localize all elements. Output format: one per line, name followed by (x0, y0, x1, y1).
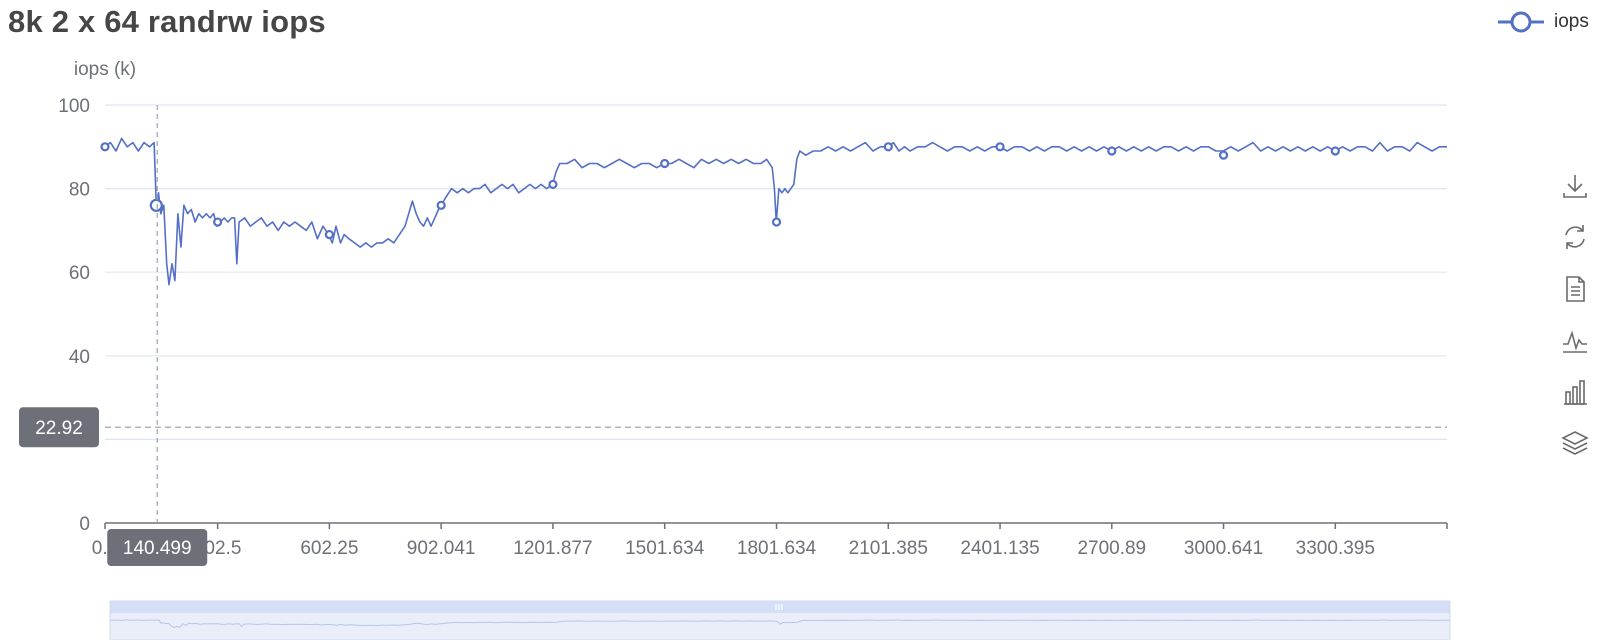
data-point-marker[interactable] (1330, 146, 1340, 156)
datazoom-preview-line (109, 619, 1450, 629)
data-point-marker[interactable] (883, 142, 893, 152)
data-point-marker[interactable] (771, 217, 782, 227)
legend-label: iops (1554, 11, 1589, 32)
x-tick-label: 2401.135 (960, 538, 1039, 559)
crosshair-x-label: 140.499 (123, 538, 192, 559)
x-tick-label: 3300.395 (1296, 538, 1375, 559)
x-tick-label: 1201.877 (513, 538, 592, 559)
x-tick-label: 1801.634 (737, 538, 817, 559)
line-chart-icon[interactable] (1560, 325, 1590, 355)
y-tick-label: 0 (79, 514, 90, 535)
x-tick-label: 2700.89 (1077, 538, 1146, 559)
data-point-marker[interactable] (660, 158, 670, 169)
refresh-icon[interactable] (1560, 222, 1590, 252)
legend-line-circle-icon (1498, 11, 1544, 33)
chart-title: 8k 2 x 64 randrw iops (8, 4, 326, 39)
bar-chart-icon[interactable] (1560, 377, 1590, 407)
x-tick-label: 2101.385 (849, 538, 928, 559)
data-point-marker[interactable] (149, 198, 163, 212)
data-point-marker[interactable] (995, 142, 1005, 152)
series-line-iops[interactable] (104, 137, 1447, 286)
crosshair-y-label-box (19, 407, 99, 448)
y-tick-label: 60 (69, 263, 90, 284)
data-view-icon[interactable] (1560, 274, 1590, 304)
download-icon[interactable] (1560, 171, 1590, 201)
data-point-marker[interactable] (100, 142, 110, 152)
x-tick-label: 1501.634 (625, 538, 705, 559)
x-tick-label: 3000.641 (1184, 538, 1263, 559)
data-point-marker[interactable] (436, 200, 446, 210)
data-point-marker[interactable] (1218, 150, 1229, 160)
data-point-marker[interactable] (548, 179, 558, 190)
y-tick-label: 100 (58, 96, 90, 117)
stack-icon[interactable] (1560, 428, 1590, 458)
data-point-marker[interactable] (1107, 146, 1117, 156)
legend-item-iops[interactable]: iops (1498, 8, 1589, 36)
y-tick-label: 80 (69, 180, 90, 201)
data-point-marker[interactable] (324, 229, 334, 240)
y-axis-label: iops (k) (74, 59, 136, 80)
crosshair-y-label: 22.92 (35, 418, 83, 439)
x-tick-label: 902.041 (407, 538, 476, 559)
data-point-marker[interactable] (213, 217, 223, 227)
x-tick-label: 602.25 (300, 538, 358, 559)
datazoom-handle-bar[interactable] (110, 601, 1450, 613)
crosshair-x-label-box (107, 529, 208, 566)
y-tick-label: 40 (69, 347, 90, 368)
